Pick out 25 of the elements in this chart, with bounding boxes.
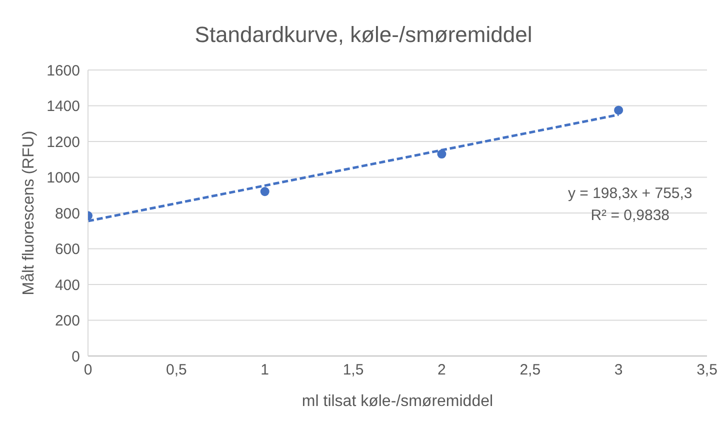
- x-tick-label: 1: [260, 362, 270, 379]
- point: [614, 106, 624, 115]
- point: [260, 187, 270, 196]
- y-tick-label: 0: [72, 348, 80, 366]
- y-tick-label: 200: [54, 312, 80, 330]
- x-tick-label: 0,5: [166, 362, 187, 379]
- y-tick-label: 1400: [46, 98, 80, 116]
- annotation: y = 198,3x + 755,3: [568, 184, 692, 204]
- x-axis-title: ml tilsat køle-/smøremiddel: [302, 393, 494, 410]
- y-axis-title: Målt fluorescens (RFU): [20, 130, 38, 296]
- x-tick-label: 1,5: [342, 362, 364, 379]
- y-tick-label: 600: [54, 241, 80, 258]
- y-tick-label: 1000: [46, 170, 80, 187]
- y-tick-label: 400: [54, 276, 80, 294]
- y-tick-label: 1600: [46, 62, 80, 80]
- x-tick-label: 3: [614, 362, 623, 379]
- x-tick-label: 3,5: [696, 362, 718, 379]
- x-tick-label: 2: [438, 362, 446, 379]
- x-tick-label: 2,5: [520, 362, 541, 379]
- point: [437, 150, 446, 159]
- x-tick-label: 0: [84, 362, 92, 379]
- annotation: R² = 0,9838: [590, 206, 671, 226]
- y-tick-label: 800: [54, 205, 80, 222]
- chart-title: Standardkurve, køle-/smøremiddel: [194, 22, 534, 48]
- y-tick-label: 1200: [46, 134, 80, 151]
